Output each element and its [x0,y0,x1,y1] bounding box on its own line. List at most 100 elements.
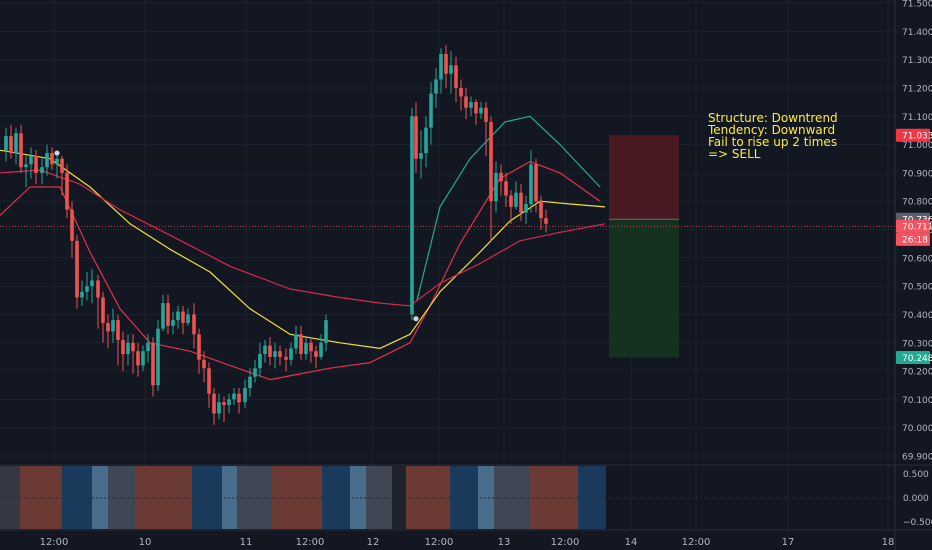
candlestick-series [4,45,548,425]
take-profit-zone [609,219,679,358]
candle-body [489,121,493,202]
candle-body [232,393,236,400]
candle-body [268,345,272,357]
candle-body [116,320,120,340]
price-label-bg [896,350,930,364]
price-tick-label: 70.400 [902,311,932,321]
analysis-note: Structure: Downtrend Tendency: Downward … [707,111,838,161]
sub-pane-axis: 0.500 0.000 −0.500 [903,470,932,528]
sub-tick-label: 0.000 [903,494,929,504]
candle-body [539,201,543,219]
candle-body [227,399,231,406]
moving-average-line [0,149,606,349]
candle-body [299,334,303,355]
price-tick-label: 71.200 [902,84,932,94]
candle-body [544,218,548,224]
candle-body [217,402,221,414]
candle-body [514,192,518,207]
price-label: 71.033 [896,128,932,142]
candle-body [474,102,478,114]
candle-body [294,334,298,349]
stop-loss-zone [609,135,679,220]
candle-body [449,65,453,74]
price-tick-label: 70.300 [902,339,932,349]
session-band [366,466,392,529]
candle-body [434,79,438,94]
price-label-bg [896,232,930,246]
candle-body [248,376,252,389]
candle-body [60,158,64,173]
candle-body [429,93,433,128]
candle-body [529,164,533,205]
price-tick-label: 70.200 [902,368,932,378]
candle-body [90,280,94,287]
candle-body [141,351,145,366]
candle-body [284,356,288,360]
candle-body [19,133,23,168]
price-label: 26:18 [896,232,930,246]
candle-body [176,311,180,321]
candle-body [126,342,130,355]
candle-body [243,388,247,403]
candle-body [161,303,165,329]
candle-body [479,107,483,114]
candle-body [410,116,414,315]
candle-body [80,291,84,298]
candle-body [166,303,170,326]
moving-average-line [0,169,606,307]
candle-body [55,158,59,165]
candle-body [197,334,201,360]
candle-body [263,345,267,355]
note-line-3: Fail to rise up 2 times [708,135,837,149]
candle-body [96,280,100,298]
candle-body [101,297,105,323]
candle-body [65,172,69,210]
time-tick-label: 18 [882,537,895,548]
candle-body [253,368,257,377]
time-tick-label: 10 [139,537,152,548]
candle-body [273,351,277,357]
candle-body [146,342,150,352]
pivot-marker [413,316,419,322]
candle-body [50,153,54,165]
price-label-bg [896,128,930,142]
price-tick-label: 70.800 [902,198,932,208]
candle-body [212,393,216,414]
candle-body [464,96,468,108]
candle-body [24,164,28,168]
session-band [135,466,192,529]
price-tick-label: 70.600 [902,254,932,264]
time-tick-label: 12:00 [425,537,454,548]
candle-body [499,172,503,182]
candle-body [192,314,196,335]
price-label: 70.248 [896,350,932,364]
candle-body [222,402,226,406]
price-tick-label: 69.900 [902,453,932,463]
candle-body [45,153,49,168]
candle-body [9,136,13,154]
candle-body [304,342,308,355]
time-tick-label: 14 [625,537,638,548]
note-line-2: Tendency: Downward [707,123,835,137]
session-indicator-pane [0,466,895,529]
candle-body [186,314,190,323]
candle-body [106,322,110,332]
candle-body [494,172,498,202]
candle-body [454,65,458,88]
price-tick-label: 70.100 [902,396,932,406]
candle-body [75,240,79,298]
candle-body [111,320,115,332]
price-tick-label: 71.000 [902,141,932,151]
candle-body [258,354,262,369]
note-line-1: Structure: Downtrend [708,111,838,125]
time-tick-label: 12:00 [296,537,325,548]
price-tick-label: 71.500 [902,0,932,10]
candle-body [202,359,206,369]
candle-body [504,181,508,196]
candle-body [4,136,8,151]
price-tick-label: 71.400 [902,28,932,38]
candle-body [121,339,125,355]
candle-body [414,116,418,159]
time-tick-label: 12:00 [40,537,69,548]
